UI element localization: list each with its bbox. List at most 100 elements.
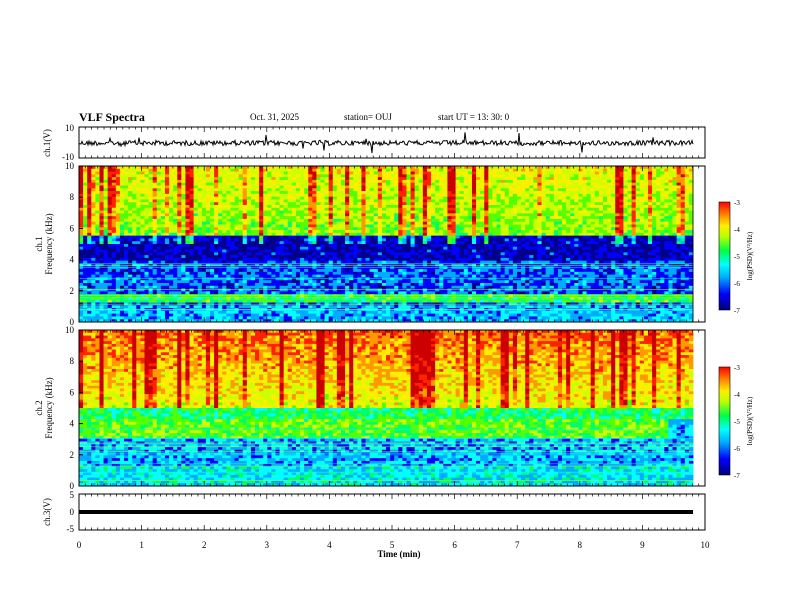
spectrogram-cell [111, 177, 117, 181]
spectrogram-cell [619, 199, 624, 203]
spectrogram-cell [652, 199, 657, 203]
spectrogram-cell [602, 224, 608, 228]
spectrogram-cell [451, 207, 456, 211]
spectrogram-cell [193, 193, 199, 198]
spectrogram-cell [439, 232, 444, 237]
spectrogram-cell [455, 244, 461, 248]
spectrogram-cell [160, 255, 166, 259]
spectrogram-cell [647, 179, 653, 184]
spectrogram-cell [574, 238, 579, 242]
spectrogram-cell [263, 207, 268, 211]
spectrogram-cell [647, 224, 653, 228]
spectrogram-cell [312, 207, 317, 211]
spectrogram-cell [447, 185, 452, 189]
spectrogram-cell [406, 213, 411, 217]
spectrogram-cell [521, 177, 526, 181]
spectrogram-cell [545, 166, 551, 170]
spectrogram-cell [79, 202, 84, 206]
spectrogram-cell [340, 205, 346, 209]
spectrogram-cell [443, 202, 448, 206]
spectrogram-cell [410, 182, 416, 186]
spectrogram-cell [521, 246, 526, 250]
spectrogram-cell [328, 216, 334, 220]
spectrogram-cell [541, 235, 547, 239]
spectrogram-cell [496, 232, 502, 237]
spectrogram-cell [537, 238, 542, 242]
spectrogram-cell [214, 252, 219, 256]
spectrogram-cell [602, 230, 608, 234]
spectrogram-cell [214, 241, 219, 245]
spectrogram-cell [570, 196, 575, 200]
spectrogram-cell [164, 199, 170, 203]
spectrogram-cell [357, 171, 362, 175]
spectrogram-cell [426, 230, 432, 234]
spectrogram-cell [574, 179, 579, 184]
spectrogram-cell [496, 235, 502, 239]
spectrogram-cell [631, 193, 637, 198]
spectrogram-cell [304, 196, 309, 200]
spectrogram-cell [181, 216, 186, 220]
spectrogram-cell [209, 166, 215, 170]
spectrogram-cell [390, 255, 395, 259]
spectrogram-cell [435, 232, 440, 237]
spectrogram-cell [435, 235, 440, 239]
spectrogram-cell [377, 232, 383, 237]
spectrogram-cell [234, 241, 240, 245]
spectrogram-cell [169, 193, 174, 198]
spectrogram-cell [426, 174, 432, 178]
spectrogram-cell [562, 210, 567, 214]
spectrogram-cell [615, 255, 620, 259]
spectrogram-cell [279, 224, 285, 228]
spectrogram-cell [426, 188, 432, 192]
spectrogram-cell [386, 182, 391, 186]
spectrogram-cell [627, 179, 632, 184]
spectrogram-cell [562, 202, 567, 206]
spectrogram-cell [140, 199, 145, 203]
spectrogram-cell [271, 230, 276, 234]
spectrogram-cell [115, 166, 121, 170]
spectrogram-cell [537, 185, 542, 189]
spectrogram-cell [87, 221, 92, 225]
spectrogram-cell [209, 232, 215, 237]
spectrogram-cell [353, 218, 358, 223]
spectrogram-cell [136, 174, 141, 178]
spectrogram-cell [291, 249, 297, 253]
spectrogram-cell [181, 168, 186, 172]
spectrogram-cell [369, 221, 375, 225]
spectrogram-cell [169, 213, 174, 217]
spectrogram-cell [316, 238, 321, 242]
spectrogram-cell [619, 188, 624, 192]
spectrogram-cell [205, 255, 211, 259]
spectrogram-cell [545, 255, 551, 259]
spectrogram-cell [91, 185, 96, 189]
spectrogram-cell [283, 216, 289, 220]
spectrogram-cell [402, 177, 407, 181]
spectrogram-cell [300, 205, 305, 209]
spectrogram-cell [553, 246, 559, 250]
spectrogram-cell [492, 168, 497, 172]
spectrogram-cell [304, 232, 309, 237]
spectrogram-cell [533, 210, 538, 214]
spectrogram-cell [136, 179, 141, 184]
spectrogram-cell [91, 199, 96, 203]
spectrogram-cell [549, 168, 555, 172]
spectrogram-cell [660, 255, 665, 259]
spectrogram-cell [557, 193, 563, 198]
spectrogram-cell [562, 168, 567, 172]
spectrogram-cell [656, 188, 661, 192]
spectrogram-cell [373, 252, 379, 256]
spectrogram-cell [287, 196, 293, 200]
spectrogram-cell [304, 199, 309, 203]
spectrogram-cell [140, 210, 145, 214]
spectrogram-cell [459, 241, 465, 245]
spectrogram-cell [476, 171, 481, 175]
spectrogram-cell [431, 196, 436, 200]
spectrogram-cell [107, 216, 113, 220]
spectrogram-cell [623, 213, 628, 217]
spectrogram-cell [529, 188, 534, 192]
spectrogram-cell [361, 213, 366, 217]
spectrogram-cell [652, 224, 657, 228]
spectrogram-cell [361, 174, 366, 178]
spectrogram-cell [83, 218, 88, 223]
spectrogram-cell [349, 168, 354, 172]
